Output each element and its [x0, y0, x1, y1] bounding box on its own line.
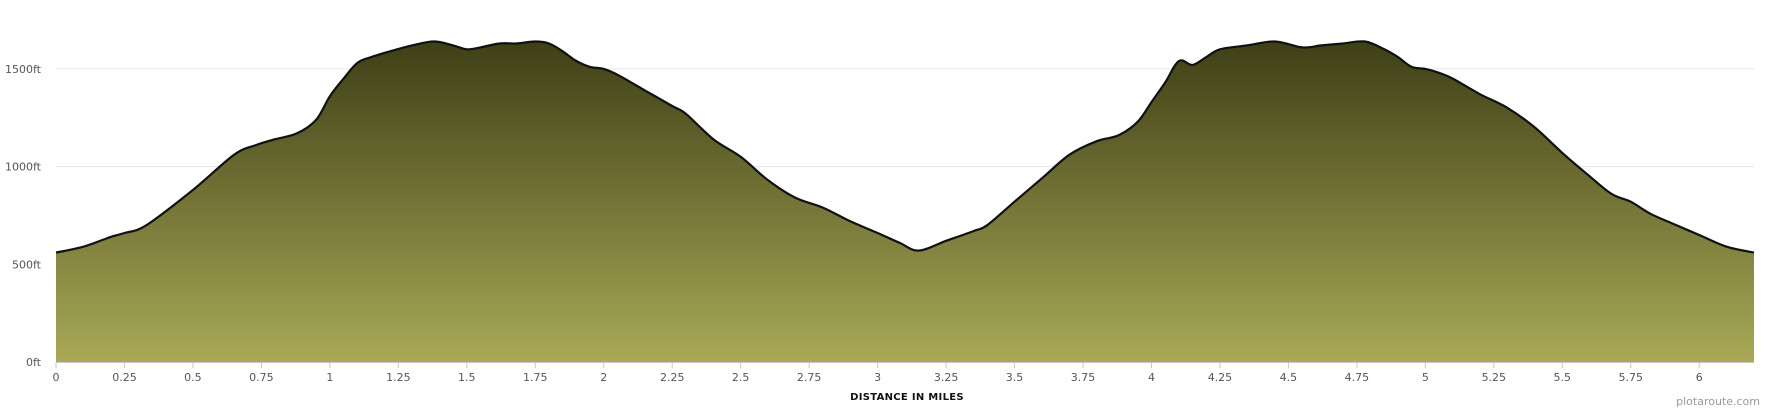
x-tick-label: 3.75	[1071, 371, 1096, 384]
y-tick-label: 1000ft	[5, 161, 42, 174]
x-tick-label: 1.75	[523, 371, 548, 384]
elevation-line	[55, 40, 1755, 254]
x-tick-label: 5.75	[1619, 371, 1644, 384]
x-tick-label: 0.75	[249, 371, 274, 384]
x-tick-label: 4.75	[1345, 371, 1370, 384]
x-axis: 0 0.25 0.5 0.75 1 1.25 1.5 1.75 2 2.25 2.5 2.75 3 3.2…	[53, 362, 1754, 384]
y-tick-label: 1500ft	[5, 63, 42, 76]
y-tick-label: 0ft	[26, 356, 42, 369]
x-tick-label: 4.5	[1280, 371, 1298, 384]
x-tick-label: 5.25	[1482, 371, 1507, 384]
x-tick-label: 0	[53, 371, 60, 384]
x-tick-label: 1	[326, 371, 333, 384]
y-axis: 0ft 500ft 1000ft 1500ft	[5, 63, 42, 369]
credit-text: plotaroute.com	[1676, 395, 1760, 408]
x-tick-label: 2.25	[660, 371, 685, 384]
x-tick-label: 2.75	[797, 371, 822, 384]
x-tick-label: 2.5	[732, 371, 750, 384]
x-tick-label: 4	[1148, 371, 1155, 384]
x-tick-label: 3.25	[934, 371, 959, 384]
x-tick-label: 4.25	[1208, 371, 1233, 384]
x-tick-label: 0.5	[184, 371, 202, 384]
elevation-area	[56, 41, 1754, 362]
x-tick-label: 1.5	[458, 371, 476, 384]
x-tick-label: 5.5	[1554, 371, 1572, 384]
x-axis-title: DISTANCE IN MILES	[850, 392, 964, 403]
y-tick-label: 500ft	[12, 258, 42, 271]
x-tick-label: 1.25	[386, 371, 411, 384]
x-tick-label: 0.25	[112, 371, 137, 384]
x-tick-label: 6	[1696, 371, 1703, 384]
x-tick-label: 3	[874, 371, 881, 384]
plot-area	[55, 40, 1755, 362]
x-tick-label: 3.5	[1006, 371, 1024, 384]
x-tick-label: 5	[1422, 371, 1429, 384]
x-tick-label: 2	[600, 371, 607, 384]
